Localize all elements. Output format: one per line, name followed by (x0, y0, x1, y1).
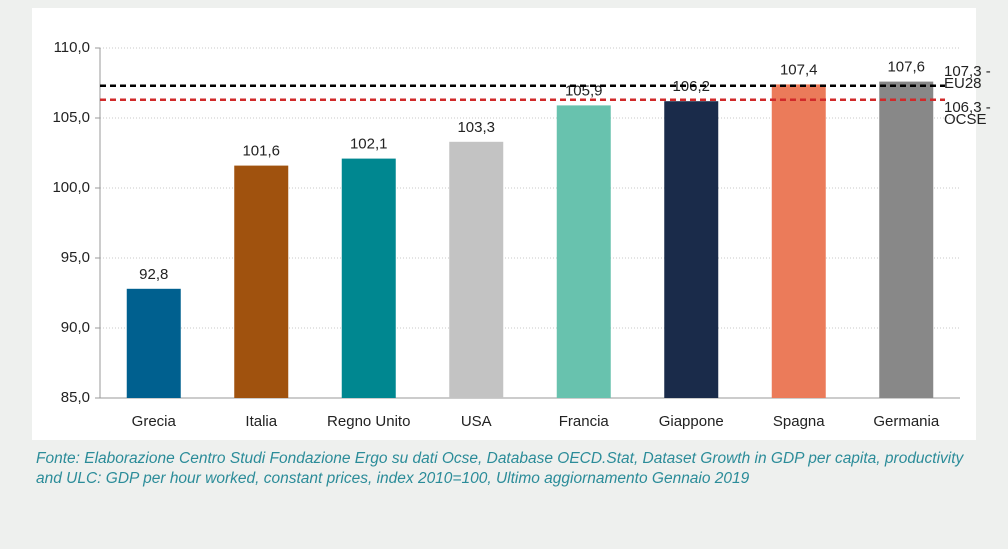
bar (126, 288, 181, 398)
x-tick-label: Germania (873, 413, 940, 430)
x-tick-label: Grecia (132, 413, 177, 430)
data-label: 107,4 (780, 61, 818, 78)
x-tick-label: Regno Unito (327, 413, 410, 430)
data-label: 103,3 (457, 119, 495, 136)
x-tick-label: Italia (245, 413, 277, 430)
y-tick-label: 105,0 (52, 109, 90, 126)
reference-label: 106,3 - (944, 99, 991, 116)
bar (556, 105, 611, 399)
x-tick-label: Francia (559, 413, 610, 430)
reference-label: OCSE (944, 111, 987, 128)
bar (664, 101, 719, 398)
data-label: 107,6 (887, 59, 925, 76)
bar (879, 81, 934, 398)
y-tick-label: 110,0 (54, 39, 90, 56)
data-label: 92,8 (139, 266, 168, 283)
bar (341, 158, 396, 398)
source-note: Fonte: Elaborazione Centro Studi Fondazi… (36, 450, 964, 487)
data-label: 101,6 (242, 143, 280, 160)
data-label: 102,1 (350, 136, 388, 153)
reference-label: 107,3 - (944, 63, 991, 80)
y-tick-label: 100,0 (52, 179, 90, 196)
x-tick-label: Spagna (773, 413, 825, 430)
reference-label: EU28 (944, 75, 982, 92)
y-tick-label: 85,0 (61, 389, 90, 406)
x-tick-label: USA (461, 413, 492, 430)
x-tick-label: Giappone (659, 413, 724, 430)
y-tick-label: 95,0 (61, 249, 90, 266)
bar (771, 84, 826, 399)
y-tick-label: 90,0 (61, 319, 90, 336)
bar (234, 165, 289, 398)
bar (449, 141, 504, 399)
